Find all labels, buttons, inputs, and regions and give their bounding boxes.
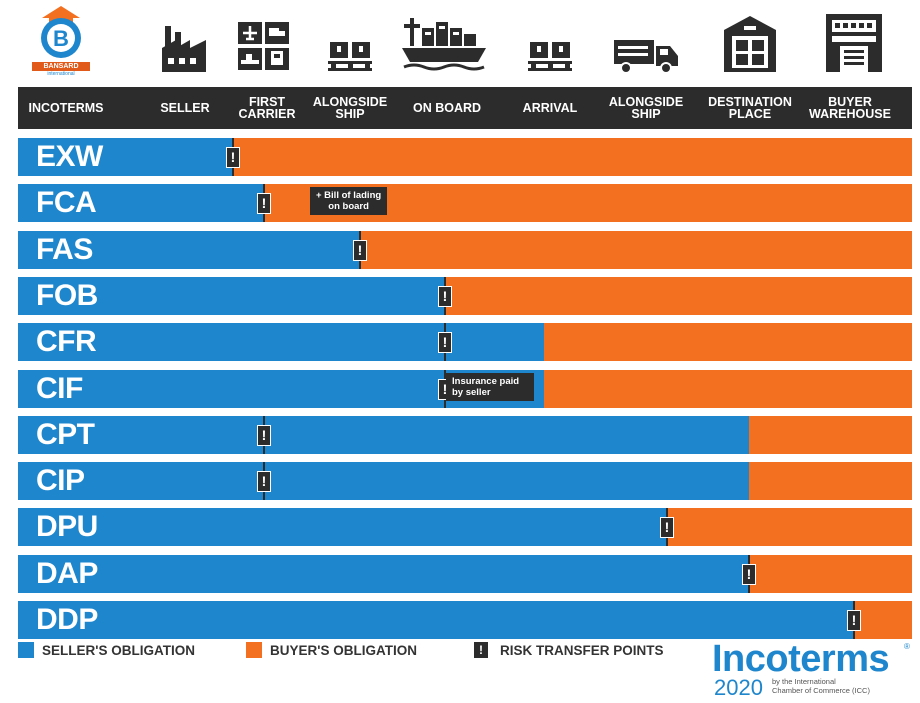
header-bar: INCOTERMS SELLER FIRST CARRIER ALONGSIDE… xyxy=(18,87,912,129)
header-destination-place: DESTINATION PLACE xyxy=(708,95,792,121)
seller-obligation-bar xyxy=(18,184,264,222)
incoterm-row-dap: DAP! xyxy=(18,555,912,593)
seller-obligation-bar xyxy=(18,416,749,454)
incoterm-code: FAS xyxy=(36,233,93,266)
risk-marker-icon: ! xyxy=(353,240,367,261)
incoterms-wordmark: Incoterms xyxy=(712,638,890,680)
warehouse-icon xyxy=(724,16,776,72)
seller-obligation-bar xyxy=(18,555,749,593)
incoterm-row-cpt: CPT! xyxy=(18,416,912,454)
header-alongside-ship-2: ALONGSIDE SHIP xyxy=(608,95,684,121)
risk-marker-icon: ! xyxy=(438,286,452,307)
seller-obligation-bar xyxy=(18,601,854,639)
seller-obligation-bar xyxy=(18,277,445,315)
seller-obligation-bar xyxy=(18,508,667,546)
incoterms-subtitle: by the International Chamber of Commerce… xyxy=(772,677,870,695)
header-first-carrier: FIRST CARRIER xyxy=(238,95,296,121)
seller-obligation-bar xyxy=(18,138,233,176)
risk-marker-icon: ! xyxy=(257,425,271,446)
header-buyer-warehouse: BUYER WAREHOUSE xyxy=(809,95,891,121)
pallet-icon xyxy=(328,42,372,71)
risk-marker-icon: ! xyxy=(257,193,271,214)
row-note: Insurance paid by seller xyxy=(446,373,534,401)
incoterms-year: 2020 xyxy=(714,675,763,700)
legend-seller-label: SELLER'S OBLIGATION xyxy=(42,642,195,658)
incoterm-code: CFR xyxy=(36,325,97,358)
bansard-name: BANSARD xyxy=(32,62,90,71)
bansard-logo-letter: B xyxy=(53,26,69,51)
incoterm-code: DPU xyxy=(36,510,98,543)
header-arrival: ARRIVAL xyxy=(522,101,578,115)
incoterm-code: CIP xyxy=(36,464,85,497)
legend-risk-label: RISK TRANSFER POINTS xyxy=(500,642,664,658)
truck-icon xyxy=(614,40,678,74)
incoterm-row-fas: FAS! xyxy=(18,231,912,269)
incoterm-row-exw: EXW! xyxy=(18,138,912,176)
factory-icon xyxy=(162,26,206,72)
bansard-emblem-icon: B xyxy=(41,6,81,58)
header-seller: SELLER xyxy=(160,101,210,115)
incoterm-code: CIF xyxy=(36,372,83,405)
incoterm-row-dpu: DPU! xyxy=(18,508,912,546)
risk-marker-icon: ! xyxy=(257,471,271,492)
incoterm-row-cif: CIF! Insurance paid by seller xyxy=(18,370,912,408)
incoterm-code: DAP xyxy=(36,557,98,590)
legend-buyer: BUYER'S OBLIGATION xyxy=(246,640,417,660)
buyer-building-icon xyxy=(826,14,882,72)
incoterm-code: FCA xyxy=(36,186,97,219)
legend-buyer-swatch xyxy=(246,642,262,658)
legend-buyer-label: BUYER'S OBLIGATION xyxy=(270,642,417,658)
pallet-icon xyxy=(528,42,572,71)
bansard-logo: B BANSARD international xyxy=(30,4,92,77)
transport-mix-icon xyxy=(238,22,289,70)
incoterm-code: DDP xyxy=(36,603,98,636)
cargo-ship-icon xyxy=(402,18,486,71)
incoterm-code: EXW xyxy=(36,140,103,173)
seller-obligation-bar xyxy=(18,231,360,269)
seller-obligation-bar xyxy=(18,323,544,361)
seller-obligation-bar xyxy=(18,462,749,500)
incoterms-2020-logo: Incoterms ® 2020 by the International Ch… xyxy=(712,638,910,700)
incoterm-code: CPT xyxy=(36,418,95,451)
incoterm-row-cfr: CFR! xyxy=(18,323,912,361)
row-note: + Bill of lading on board xyxy=(310,187,388,215)
header-alongside-ship: ALONGSIDE SHIP xyxy=(312,95,388,121)
bansard-sub: international xyxy=(47,71,75,77)
header-incoterms: INCOTERMS xyxy=(28,101,104,115)
risk-marker-icon: ! xyxy=(438,332,452,353)
incoterm-row-cip: CIP! xyxy=(18,462,912,500)
incoterm-row-fca: FCA! + Bill of lading on board xyxy=(18,184,912,222)
risk-marker-icon: ! xyxy=(847,610,861,631)
risk-marker-icon: ! xyxy=(226,147,240,168)
risk-marker-icon: ! xyxy=(660,517,674,538)
incoterms-registered-mark: ® xyxy=(904,642,910,651)
header-on-board: ON BOARD xyxy=(412,101,482,115)
legend-risk: ! RISK TRANSFER POINTS xyxy=(474,640,664,660)
legend-seller: SELLER'S OBLIGATION xyxy=(18,640,195,660)
risk-marker-icon: ! xyxy=(742,564,756,585)
incoterm-code: FOB xyxy=(36,279,98,312)
incoterm-row-ddp: DDP! xyxy=(18,601,912,639)
incoterm-row-fob: FOB! xyxy=(18,277,912,315)
risk-marker-icon: ! xyxy=(474,642,488,658)
legend-seller-swatch xyxy=(18,642,34,658)
